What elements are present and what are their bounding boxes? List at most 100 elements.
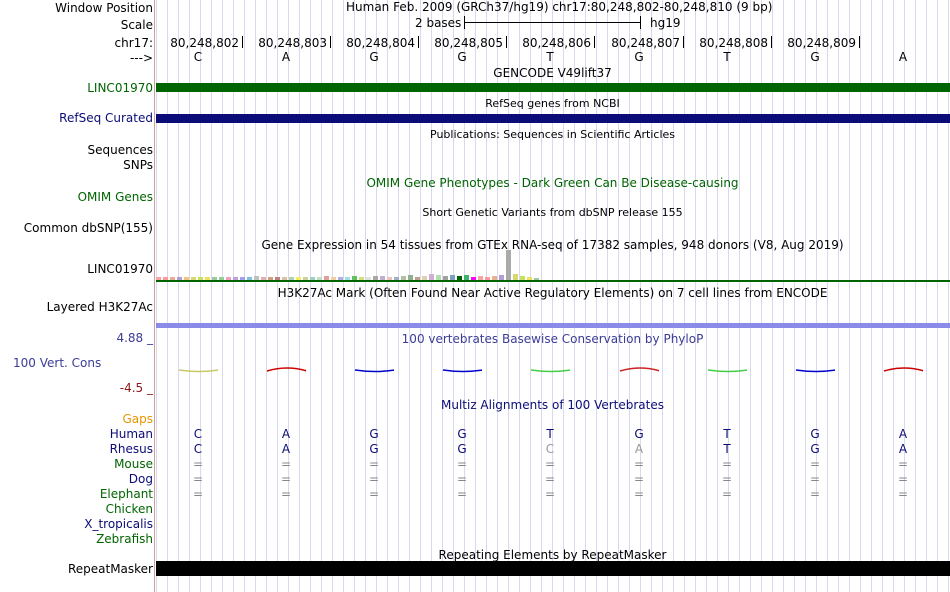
phylop-score-glyph[interactable] [266, 365, 306, 375]
gtex-tissue-bar[interactable] [317, 277, 322, 280]
gtex-tissue-bar[interactable] [387, 277, 392, 280]
gtex-tissue-bar[interactable] [338, 277, 343, 280]
publications-title[interactable]: Publications: Sequences in Scientific Ar… [430, 128, 675, 141]
h3k27ac-signal-bar[interactable] [156, 323, 950, 328]
gtex-tissue-bar[interactable] [226, 277, 231, 280]
phylop-score-glyph[interactable] [178, 365, 218, 375]
gencode-title[interactable]: GENCODE V49lift37 [493, 66, 612, 80]
gtex-tissue-bar[interactable] [212, 277, 217, 280]
phylop-score-glyph[interactable] [442, 365, 482, 375]
species-label[interactable]: Zebrafish [96, 532, 153, 546]
gtex-tissue-bar[interactable] [429, 274, 434, 280]
gtex-tissue-bar[interactable] [422, 276, 427, 280]
gencode-track-label[interactable]: LINC01970 [87, 81, 153, 95]
grid-line [156, 0, 157, 592]
phylop-score-glyph[interactable] [354, 365, 394, 375]
gtex-tissue-bar[interactable] [247, 277, 252, 280]
omim-title[interactable]: OMIM Gene Phenotypes - Dark Green Can Be… [366, 176, 739, 190]
gtex-tissue-bar[interactable] [198, 277, 203, 280]
gencode-gene-bar[interactable] [156, 83, 950, 92]
refseq-title[interactable]: RefSeq genes from NCBI [485, 97, 620, 110]
gtex-tissue-bar[interactable] [443, 276, 448, 280]
gtex-tissue-bar[interactable] [345, 277, 350, 280]
gtex-tissue-bar[interactable] [534, 278, 539, 280]
gtex-tissue-bar[interactable] [499, 275, 504, 280]
phylop-score-glyph[interactable] [795, 365, 835, 375]
gtex-expression-bars[interactable] [156, 250, 556, 280]
publications-sequences-label[interactable]: Sequences [87, 143, 153, 157]
gtex-tissue-bar[interactable] [156, 277, 161, 280]
gtex-tissue-bar[interactable] [163, 277, 168, 280]
gtex-tissue-bar[interactable] [401, 276, 406, 280]
gtex-tissue-bar[interactable] [373, 276, 378, 280]
species-label[interactable]: Elephant [99, 487, 153, 501]
gtex-tissue-bar[interactable] [471, 277, 476, 280]
gtex-tissue-bar[interactable] [303, 277, 308, 280]
gtex-tissue-bar[interactable] [450, 275, 455, 280]
gtex-tissue-bar[interactable] [415, 277, 420, 280]
gtex-tissue-bar[interactable] [513, 274, 518, 280]
gtex-tissue-bar[interactable] [233, 277, 238, 280]
gtex-tissue-bar[interactable] [310, 277, 315, 280]
gtex-tissue-bar[interactable] [254, 276, 259, 280]
gtex-tissue-bar[interactable] [527, 277, 532, 280]
species-label[interactable]: Dog [128, 472, 153, 486]
gtex-title[interactable]: Gene Expression in 54 tissues from GTEx … [261, 238, 844, 252]
dbsnp-track-label[interactable]: Common dbSNP(155) [23, 221, 153, 235]
gtex-tissue-bar[interactable] [177, 277, 182, 280]
gtex-tissue-bar[interactable] [324, 276, 329, 280]
gtex-tissue-bar[interactable] [506, 250, 511, 280]
h3k27ac-track-label[interactable]: Layered H3K27Ac [46, 300, 153, 314]
gtex-tissue-bar[interactable] [289, 277, 294, 280]
multiz-gaps-label[interactable]: Gaps [122, 412, 153, 426]
phylop-track-label[interactable]: 100 Vert. Cons [13, 356, 102, 370]
dbsnp-title[interactable]: Short Genetic Variants from dbSNP releas… [422, 206, 683, 219]
gtex-tissue-bar[interactable] [268, 277, 273, 280]
species-label[interactable]: X_tropicalis [84, 517, 153, 531]
gtex-tissue-bar[interactable] [520, 276, 525, 280]
species-label[interactable]: Mouse [114, 457, 153, 471]
repeatmasker-title[interactable]: Repeating Elements by RepeatMasker [438, 548, 667, 562]
publications-snps-label[interactable]: SNPs [123, 158, 153, 172]
multiz-title[interactable]: Multiz Alignments of 100 Vertebrates [440, 398, 665, 412]
gtex-tissue-bar[interactable] [394, 277, 399, 280]
gtex-tissue-bar[interactable] [408, 275, 413, 280]
species-label[interactable]: Human [109, 427, 153, 441]
phylop-score-glyph[interactable] [707, 365, 747, 375]
gtex-tissue-bar[interactable] [436, 275, 441, 280]
gtex-tissue-bar[interactable] [485, 277, 490, 280]
gtex-tissue-bar[interactable] [296, 277, 301, 280]
h3k27ac-title[interactable]: H3K27Ac Mark (Often Found Near Active Re… [277, 286, 828, 300]
gtex-tissue-bar[interactable] [478, 276, 483, 280]
gtex-tissue-bar[interactable] [380, 276, 385, 280]
gtex-tissue-bar[interactable] [219, 277, 224, 280]
gtex-tissue-bar[interactable] [170, 277, 175, 280]
gtex-tissue-bar[interactable] [359, 277, 364, 280]
gtex-tissue-bar[interactable] [366, 277, 371, 280]
phylop-score-glyph[interactable] [530, 365, 570, 375]
refseq-track-label[interactable]: RefSeq Curated [59, 111, 153, 125]
gtex-tissue-bar[interactable] [205, 277, 210, 280]
scale-bar [464, 22, 640, 23]
gtex-tissue-bar[interactable] [457, 276, 462, 280]
phylop-title[interactable]: 100 vertebrates Basewise Conservation by… [401, 332, 704, 346]
phylop-score-glyph[interactable] [619, 365, 659, 375]
repeatmasker-bar[interactable] [156, 561, 950, 576]
gtex-tissue-bar[interactable] [261, 277, 266, 280]
gtex-tissue-bar[interactable] [240, 277, 245, 280]
gtex-tissue-bar[interactable] [275, 277, 280, 280]
gtex-tissue-bar[interactable] [464, 275, 469, 280]
gtex-tissue-bar[interactable] [492, 276, 497, 280]
gtex-tissue-bar[interactable] [352, 276, 357, 280]
phylop-score-glyph[interactable] [883, 365, 923, 375]
omim-track-label[interactable]: OMIM Genes [77, 190, 153, 204]
species-label[interactable]: Rhesus [109, 442, 153, 456]
repeatmasker-track-label[interactable]: RepeatMasker [67, 562, 153, 576]
refseq-gene-bar[interactable] [156, 114, 950, 123]
gtex-tissue-bar[interactable] [282, 277, 287, 280]
species-label[interactable]: Chicken [105, 502, 153, 516]
gtex-tissue-bar[interactable] [184, 277, 189, 280]
gtex-tissue-bar[interactable] [331, 277, 336, 280]
gtex-track-label[interactable]: LINC01970 [87, 262, 153, 276]
gtex-tissue-bar[interactable] [191, 277, 196, 280]
